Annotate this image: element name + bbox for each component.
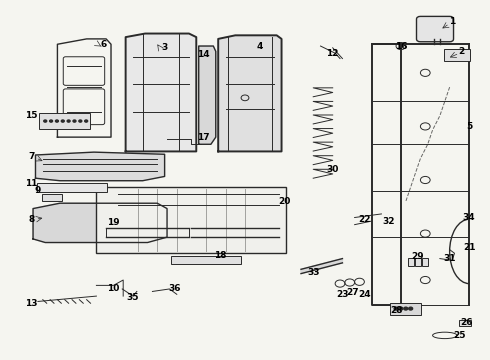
- Text: 30: 30: [326, 165, 339, 174]
- Text: 29: 29: [412, 252, 424, 261]
- Text: 27: 27: [346, 288, 359, 297]
- FancyBboxPatch shape: [42, 194, 62, 201]
- Text: 3: 3: [162, 43, 168, 52]
- Text: 33: 33: [307, 268, 319, 277]
- Text: 35: 35: [127, 293, 139, 302]
- Circle shape: [85, 120, 88, 122]
- Text: 5: 5: [466, 122, 472, 131]
- FancyBboxPatch shape: [416, 17, 454, 42]
- Polygon shape: [35, 152, 165, 181]
- Text: 17: 17: [197, 132, 210, 141]
- Text: 23: 23: [336, 290, 349, 299]
- Text: 18: 18: [215, 251, 227, 260]
- Polygon shape: [301, 258, 343, 274]
- Polygon shape: [199, 46, 216, 144]
- Circle shape: [394, 307, 398, 310]
- FancyBboxPatch shape: [39, 113, 90, 129]
- Circle shape: [399, 307, 403, 310]
- Polygon shape: [125, 33, 196, 152]
- Circle shape: [44, 120, 47, 122]
- Text: 10: 10: [107, 284, 120, 293]
- Text: 13: 13: [25, 299, 38, 308]
- Circle shape: [61, 120, 64, 122]
- FancyBboxPatch shape: [37, 183, 107, 192]
- Text: 22: 22: [358, 215, 370, 224]
- Circle shape: [73, 120, 76, 122]
- Circle shape: [67, 120, 70, 122]
- FancyBboxPatch shape: [408, 257, 414, 266]
- FancyBboxPatch shape: [172, 256, 241, 264]
- Text: 7: 7: [28, 152, 35, 161]
- Text: 28: 28: [390, 306, 402, 315]
- FancyBboxPatch shape: [422, 257, 428, 266]
- Text: 26: 26: [461, 318, 473, 327]
- FancyBboxPatch shape: [415, 257, 421, 266]
- Text: 34: 34: [463, 213, 475, 222]
- Text: 19: 19: [107, 219, 120, 228]
- Circle shape: [404, 307, 408, 310]
- Text: 11: 11: [25, 179, 38, 188]
- Text: 4: 4: [256, 41, 263, 50]
- Circle shape: [49, 120, 52, 122]
- Text: 6: 6: [100, 40, 107, 49]
- FancyBboxPatch shape: [459, 320, 470, 326]
- Text: 8: 8: [28, 215, 35, 224]
- Text: 14: 14: [197, 50, 210, 59]
- Text: 36: 36: [168, 284, 181, 293]
- Text: 20: 20: [278, 197, 290, 206]
- Circle shape: [79, 120, 82, 122]
- Text: 12: 12: [326, 49, 339, 58]
- Text: 21: 21: [463, 243, 475, 252]
- Text: 2: 2: [459, 47, 465, 56]
- Text: 9: 9: [35, 186, 41, 195]
- Text: 24: 24: [358, 290, 370, 299]
- Polygon shape: [218, 35, 282, 152]
- FancyBboxPatch shape: [390, 302, 421, 315]
- FancyBboxPatch shape: [97, 187, 287, 253]
- Text: 25: 25: [453, 331, 465, 340]
- FancyBboxPatch shape: [444, 49, 470, 61]
- Polygon shape: [33, 203, 167, 243]
- Text: 16: 16: [394, 41, 407, 50]
- Circle shape: [409, 307, 413, 310]
- Text: 32: 32: [383, 217, 395, 226]
- Circle shape: [55, 120, 58, 122]
- Text: 31: 31: [443, 254, 456, 263]
- Text: 15: 15: [25, 111, 38, 120]
- Text: 1: 1: [449, 17, 455, 26]
